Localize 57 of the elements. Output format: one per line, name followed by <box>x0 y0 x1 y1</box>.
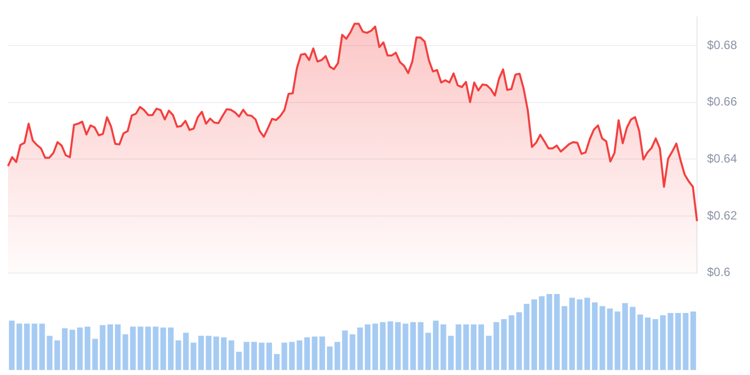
bar <box>637 314 644 370</box>
bar <box>114 324 121 370</box>
bar <box>524 304 530 370</box>
bar <box>388 321 394 370</box>
bar <box>46 336 52 370</box>
bar <box>470 324 476 370</box>
bar <box>644 318 651 370</box>
bar <box>70 330 76 370</box>
bar <box>682 313 688 370</box>
bar <box>206 336 212 370</box>
y-tick-label: $0.62 <box>707 208 738 222</box>
bar <box>274 354 280 370</box>
bar <box>486 336 492 370</box>
bar <box>326 346 333 370</box>
y-tick-label: $0.68 <box>707 38 738 52</box>
bar <box>220 337 227 370</box>
bar <box>372 324 378 370</box>
bar <box>425 332 432 370</box>
bar <box>266 342 272 370</box>
bar <box>100 325 106 370</box>
bar <box>440 324 446 370</box>
bar <box>432 320 439 370</box>
bar <box>228 340 234 370</box>
bar <box>8 320 15 370</box>
bar <box>319 336 326 370</box>
bar <box>16 324 22 370</box>
bar <box>546 294 552 370</box>
y-tick-label: $0.66 <box>707 94 738 109</box>
bar <box>176 340 182 370</box>
bar <box>54 340 60 370</box>
bar <box>576 299 582 370</box>
bar <box>652 319 658 370</box>
bar <box>380 322 386 370</box>
bar <box>213 336 220 370</box>
bar <box>282 342 288 370</box>
bar <box>364 324 370 370</box>
bar <box>531 299 538 370</box>
bar <box>494 322 500 370</box>
bar <box>312 336 318 370</box>
bar <box>62 328 68 370</box>
y-tick-label: $0.64 <box>707 152 738 166</box>
bar <box>107 324 114 370</box>
bar <box>478 324 484 370</box>
bar <box>592 302 598 370</box>
bar <box>630 306 636 370</box>
bar <box>600 306 606 370</box>
bar <box>152 326 158 370</box>
bar <box>334 342 340 370</box>
bar <box>584 298 590 370</box>
bar <box>538 296 545 370</box>
bar <box>122 334 128 370</box>
bar <box>418 322 424 370</box>
bar <box>168 327 174 370</box>
bar <box>160 327 166 370</box>
bar <box>690 311 696 370</box>
y-tick-label: $0.6 <box>707 265 731 280</box>
bar <box>258 342 264 370</box>
